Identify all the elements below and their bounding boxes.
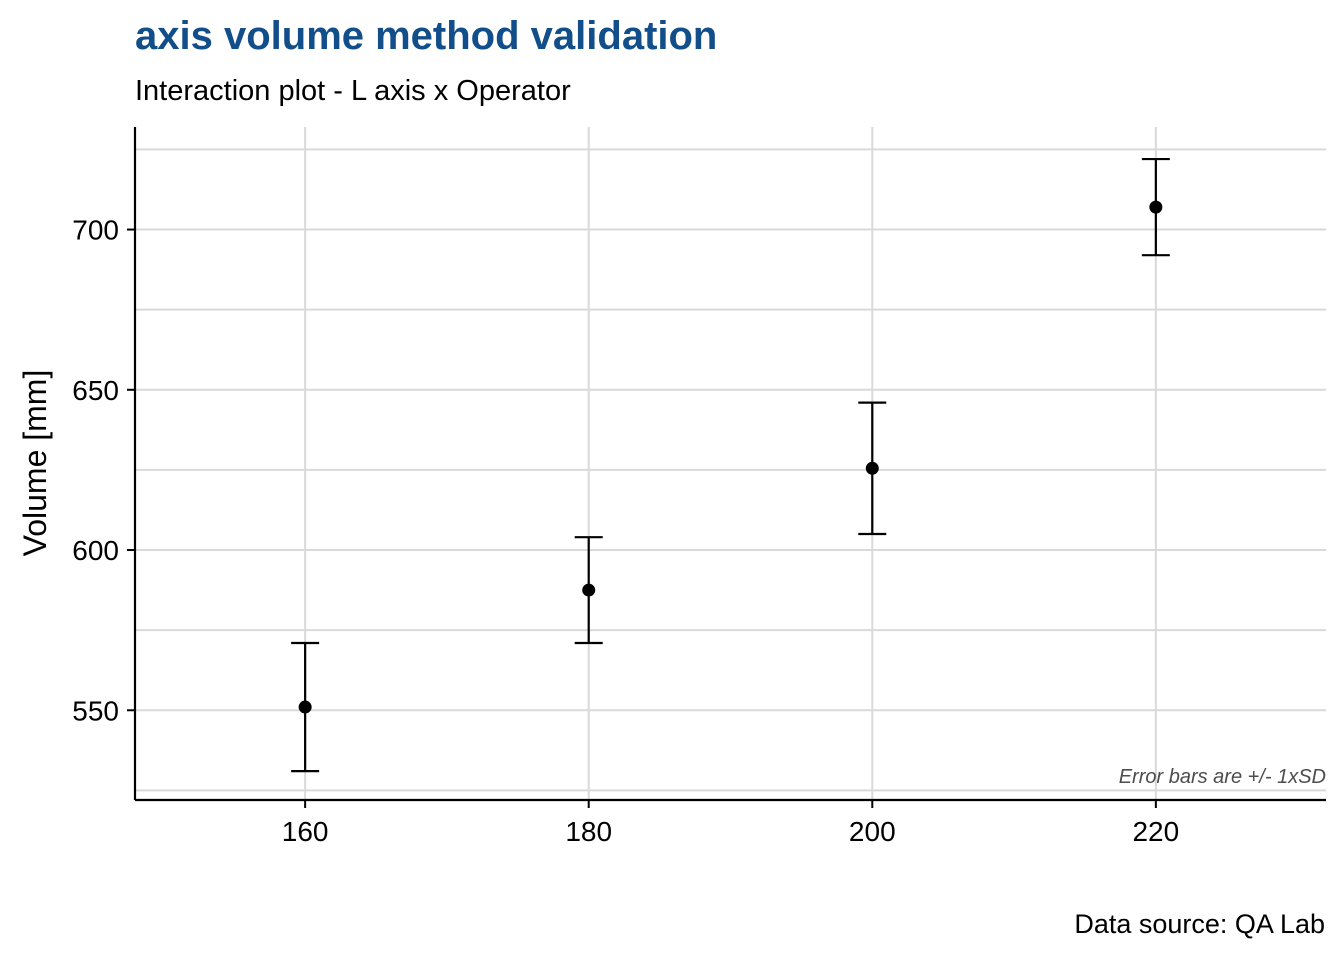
data-point: [1149, 200, 1163, 214]
error-bars: [291, 157, 1170, 773]
x-tick-label: 200: [849, 816, 896, 847]
x-tick-label: 180: [565, 816, 612, 847]
error-bar-note: Error bars are +/- 1xSD: [1119, 766, 1326, 788]
chart-title: axis volume method validation: [135, 14, 717, 58]
y-tick-label: 650: [72, 375, 119, 406]
tick-labels: 550 600 650 700 160 180 200 220: [72, 215, 1179, 847]
data-points: [298, 200, 1163, 714]
data-point: [865, 461, 879, 475]
data-point: [298, 700, 312, 714]
grid-lines: [135, 127, 1326, 800]
x-tick-label: 220: [1132, 816, 1179, 847]
y-axis-title: Volume [mm]: [17, 370, 53, 557]
data-point: [582, 583, 596, 597]
x-tick-label: 160: [282, 816, 329, 847]
chart-subtitle: Interaction plot - L axis x Operator: [135, 75, 571, 107]
y-tick-label: 700: [72, 215, 119, 246]
axes: [127, 127, 1326, 808]
y-tick-label: 600: [72, 535, 119, 566]
y-tick-label: 550: [72, 695, 119, 726]
data-source-caption: Data source: QA Lab: [1074, 909, 1325, 939]
